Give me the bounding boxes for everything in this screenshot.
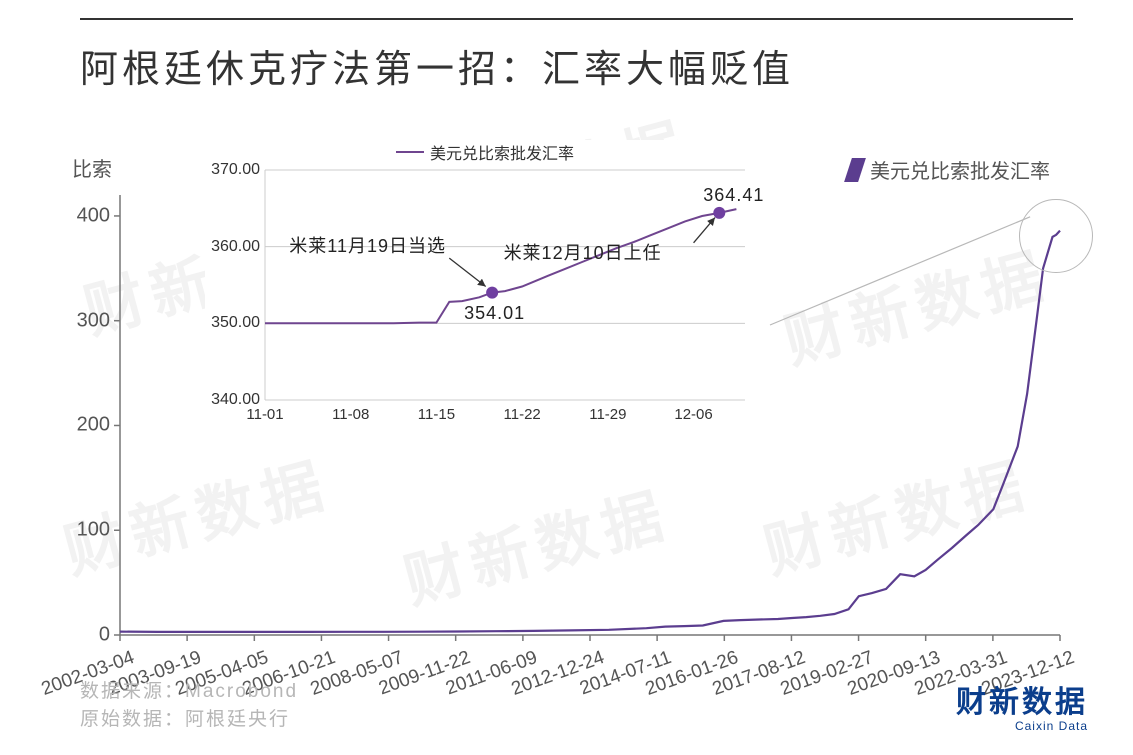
top-rule: [80, 18, 1073, 20]
inset-y-tick: 370.00: [205, 161, 260, 179]
inset-y-tick: 360.00: [205, 238, 260, 256]
inset-y-tick: 350.00: [205, 314, 260, 332]
data-source-1: 数据来源：Macrobond: [80, 676, 298, 703]
inset-x-tick: 12-06: [674, 406, 712, 423]
y-tick-label: 100: [65, 519, 110, 542]
inset-x-tick: 11-22: [504, 406, 541, 423]
zoom-circle: [1019, 199, 1093, 273]
inset-x-tick: 11-15: [418, 406, 455, 423]
y-tick-label: 200: [65, 414, 110, 437]
inset-x-tick: 11-29: [589, 406, 626, 423]
inset-x-tick: 11-01: [246, 406, 283, 423]
brand: 财新数据 Caixin Data: [956, 677, 1088, 733]
inset-chart-svg: [205, 140, 765, 430]
inset-x-tick: 11-08: [332, 406, 369, 423]
brand-en: Caixin Data: [956, 719, 1088, 733]
inset-chart: 美元兑比索批发汇率 340.00350.00360.00370.00 11-01…: [205, 140, 765, 430]
brand-cn: 财新数据: [956, 677, 1088, 721]
inset-marker-text: 米莱12月10日上任: [504, 239, 662, 265]
inset-marker-value: 364.41: [703, 185, 764, 206]
data-source-2: 原始数据：阿根廷央行: [80, 704, 290, 731]
chart-title: 阿根廷休克疗法第一招：汇率大幅贬值: [80, 38, 794, 93]
y-tick-label: 300: [65, 309, 110, 332]
inset-marker-text: 米莱11月19日当选: [289, 232, 446, 258]
y-tick-label: 400: [65, 204, 110, 227]
inset-marker-value: 354.01: [464, 303, 525, 324]
y-tick-label: 0: [65, 624, 110, 647]
